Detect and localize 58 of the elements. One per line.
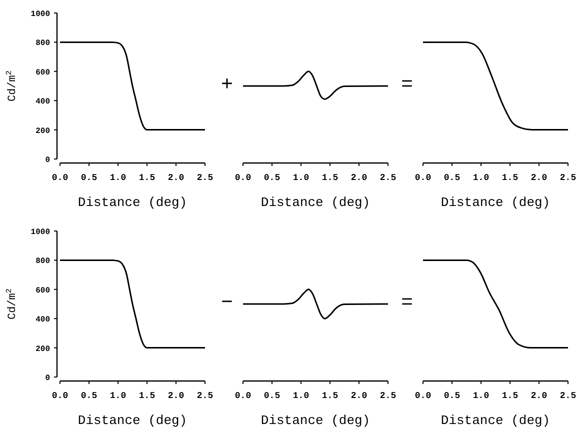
x-tick-label: 2.5 <box>196 391 214 401</box>
x-tick-label: 2.5 <box>380 173 396 183</box>
x-tick-label: 1.5 <box>502 173 518 183</box>
y-tick-label: 400 <box>36 98 50 107</box>
x-tick-label: 2.0 <box>530 173 548 183</box>
y-tick-label: 0 <box>45 156 50 165</box>
x-tick-label: 2.5 <box>560 173 576 183</box>
x-tick-label: 1.0 <box>472 391 490 401</box>
y-tick-label: 400 <box>36 316 50 325</box>
x-tick-label: 1.5 <box>138 173 156 183</box>
x-tick-label: 1.0 <box>110 391 126 401</box>
text: − <box>220 292 233 315</box>
x-tick-label: 0.5 <box>444 391 460 401</box>
x-axis-title: Distance (deg) <box>440 413 550 428</box>
x-tick-label: 0.0 <box>234 391 252 401</box>
x-tick-label: 2.0 <box>168 391 184 401</box>
x-tick-label: 0.0 <box>52 173 68 183</box>
text: = <box>400 292 413 315</box>
x-tick-label: 2.5 <box>560 391 576 401</box>
x-tick-label: 2.0 <box>530 391 548 401</box>
x-tick-label: 2.0 <box>168 173 184 183</box>
x-tick-label: 1.5 <box>322 173 338 183</box>
x-tick-label: 1.5 <box>322 391 338 401</box>
y-tick-label: 800 <box>36 257 50 266</box>
x-tick-label: 0.5 <box>444 173 460 183</box>
x-tick-label: 0.0 <box>414 173 432 183</box>
y-tick-label: 200 <box>36 126 50 136</box>
x-tick-label: 2.0 <box>350 173 368 183</box>
y-tick-label: 600 <box>36 286 50 296</box>
x-tick-label: 2.5 <box>380 391 396 401</box>
x-tick-label: 1.5 <box>502 391 518 401</box>
x-axis-title: Distance (deg) <box>260 195 370 210</box>
x-tick-label: 1.0 <box>110 173 126 183</box>
x-axis-title: Distance (deg) <box>78 195 188 210</box>
text: = <box>400 74 413 97</box>
y-tick-label: 600 <box>36 68 50 78</box>
x-tick-label: 0.0 <box>234 173 252 183</box>
x-tick-label: 1.0 <box>292 173 310 183</box>
text: + <box>220 74 233 97</box>
x-tick-label: 2.5 <box>196 173 214 183</box>
y-tick-label: 200 <box>36 344 50 354</box>
x-tick-label: 0.0 <box>414 391 432 401</box>
x-tick-label: 1.0 <box>292 391 310 401</box>
x-axis-title: Distance (deg) <box>260 413 370 428</box>
y-tick-label: 0 <box>45 374 50 383</box>
x-tick-label: 0.5 <box>264 173 280 183</box>
x-tick-label: 1.0 <box>472 173 490 183</box>
x-axis-title: Distance (deg) <box>78 413 188 428</box>
x-tick-label: 1.5 <box>138 391 156 401</box>
x-tick-label: 0.5 <box>264 391 280 401</box>
x-tick-label: 0.5 <box>80 173 98 183</box>
y-tick-label: 1000 <box>30 10 50 19</box>
y-tick-label: 1000 <box>30 228 50 237</box>
x-tick-label: 0.0 <box>52 391 68 401</box>
y-tick-label: 800 <box>36 39 50 48</box>
x-axis-title: Distance (deg) <box>440 195 550 210</box>
x-tick-label: 0.5 <box>80 391 98 401</box>
x-tick-label: 2.0 <box>350 391 368 401</box>
